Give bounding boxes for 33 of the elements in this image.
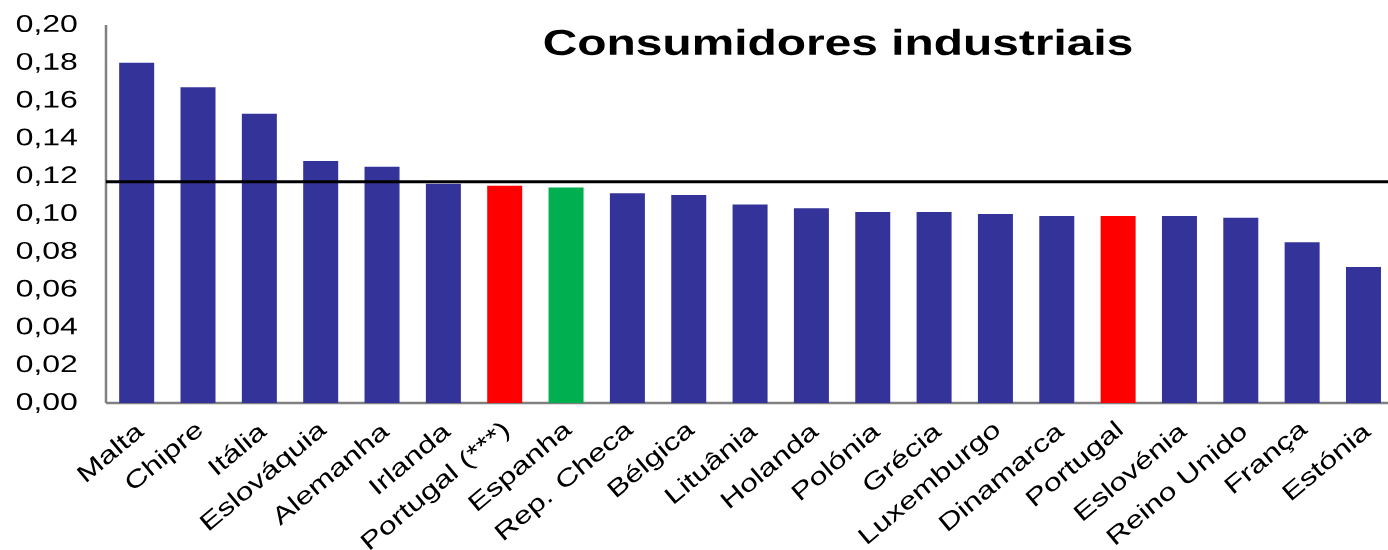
bar [1161, 215, 1197, 403]
bar [487, 185, 523, 403]
y-tick-label: 0,10 [16, 204, 77, 224]
chart-title: Consumidores industriais [544, 28, 1132, 56]
bar [241, 113, 277, 403]
y-tick-label: 0,16 [16, 90, 77, 111]
bar [1345, 266, 1381, 403]
bar [548, 187, 584, 403]
bar [916, 212, 952, 403]
y-tick-label: 0,02 [16, 355, 77, 376]
bar [732, 204, 768, 403]
bar [364, 166, 400, 403]
bar [425, 183, 461, 403]
bar [609, 193, 645, 403]
bar [793, 208, 829, 403]
bar [1039, 215, 1075, 403]
y-tick-label: 0,06 [16, 279, 77, 300]
bar [119, 62, 155, 403]
y-tick-label: 0,08 [16, 241, 77, 262]
bar [671, 195, 707, 403]
bar [180, 87, 216, 403]
y-tick-label: 0,12 [16, 166, 77, 187]
y-tick-label: 0,20 [16, 15, 77, 35]
bar [1223, 217, 1259, 403]
y-tick-label: 0,00 [16, 393, 77, 413]
bar [977, 214, 1013, 403]
bar [1100, 215, 1136, 403]
y-tick-label: 0,18 [16, 52, 77, 73]
bar [1284, 242, 1320, 403]
bar [855, 212, 891, 403]
y-tick-label: 0,04 [16, 317, 77, 338]
bar [303, 161, 339, 403]
y-tick-label: 0,14 [16, 128, 77, 149]
